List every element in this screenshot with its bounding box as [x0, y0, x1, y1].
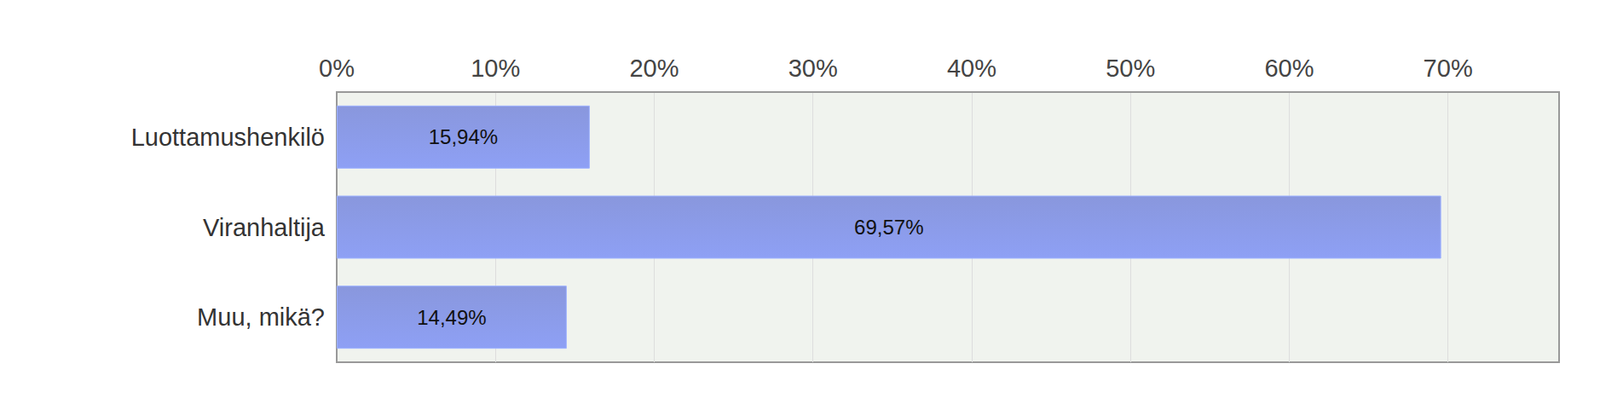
svg-text:40%: 40%: [947, 54, 997, 82]
svg-text:60%: 60%: [1264, 54, 1314, 82]
svg-text:Muu, mikä?: Muu, mikä?: [196, 303, 325, 331]
svg-text:50%: 50%: [1105, 54, 1156, 82]
svg-text:30%: 30%: [788, 54, 838, 82]
svg-text:0%: 0%: [318, 54, 355, 82]
svg-text:10%: 10%: [470, 54, 520, 82]
svg-text:69,57%: 69,57%: [854, 215, 924, 239]
svg-text:20%: 20%: [629, 54, 679, 82]
svg-text:14,49%: 14,49%: [416, 306, 486, 330]
svg-text:70%: 70%: [1423, 54, 1473, 82]
svg-text:Luottamushenkilö: Luottamushenkilö: [131, 123, 325, 151]
svg-text:15,94%: 15,94%: [428, 125, 498, 149]
svg-text:Viranhaltija: Viranhaltija: [202, 213, 326, 242]
